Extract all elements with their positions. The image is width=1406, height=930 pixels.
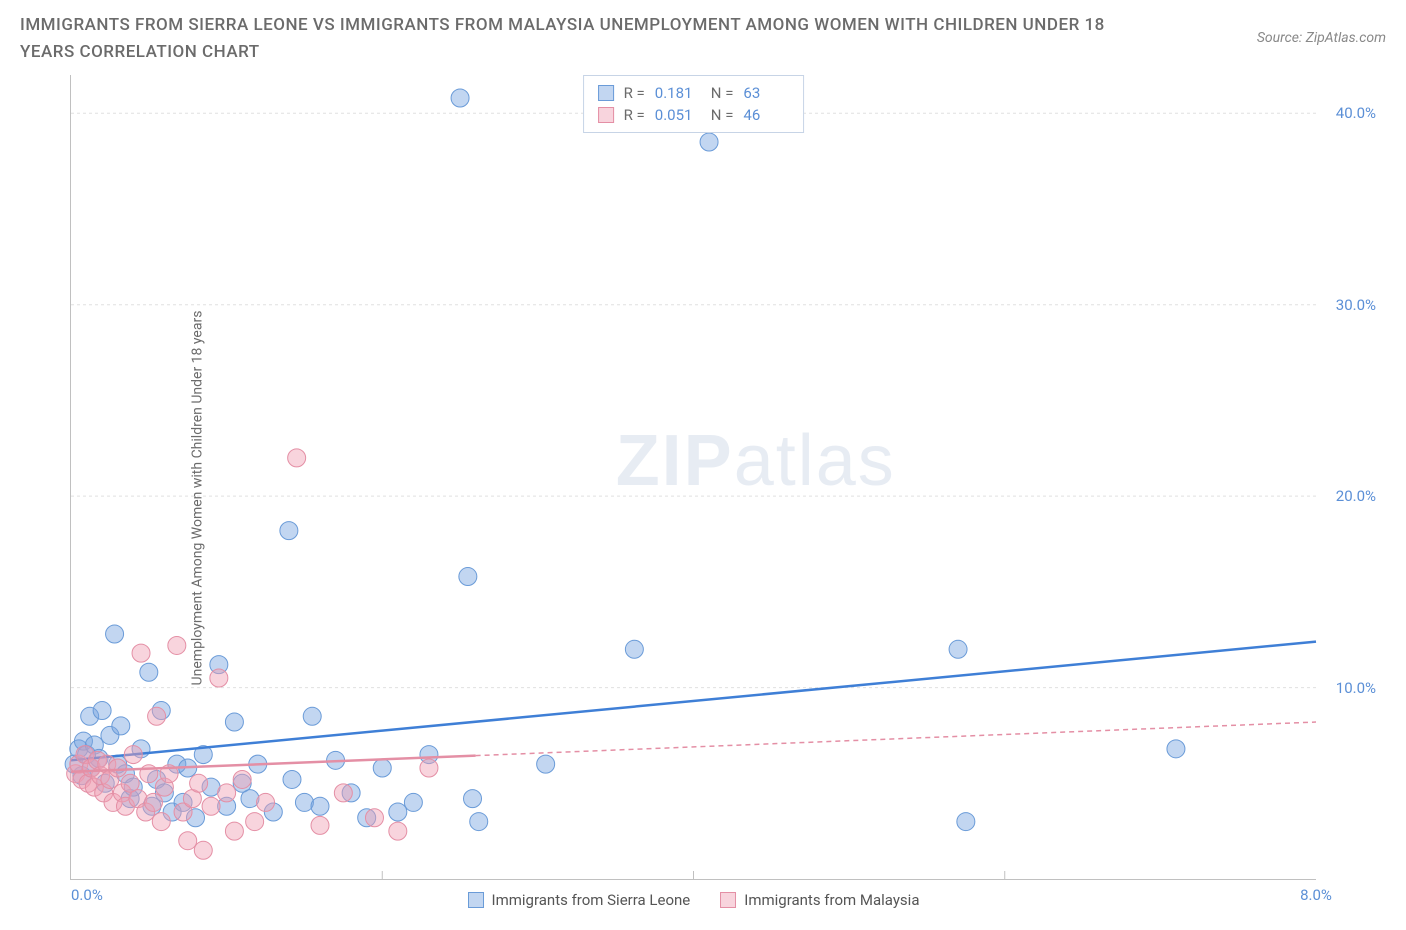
data-point[interactable]	[957, 813, 975, 831]
data-point[interactable]	[949, 640, 967, 658]
y-tick-label: 10.0%	[1336, 679, 1376, 697]
data-point[interactable]	[109, 759, 127, 777]
data-point[interactable]	[132, 644, 150, 662]
series-name-2: Immigrants from Malaysia	[744, 891, 919, 909]
series-legend: Immigrants from Sierra Leone Immigrants …	[468, 891, 920, 909]
data-point[interactable]	[112, 717, 130, 735]
series-legend-item-2: Immigrants from Malaysia	[720, 891, 919, 909]
data-point[interactable]	[190, 774, 208, 792]
data-point[interactable]	[202, 797, 220, 815]
series-name-1: Immigrants from Sierra Leone	[492, 891, 691, 909]
source-prefix: Source:	[1257, 30, 1306, 46]
data-point[interactable]	[365, 809, 383, 827]
data-point[interactable]	[218, 784, 236, 802]
data-point[interactable]	[303, 707, 321, 725]
plot-svg	[71, 75, 1316, 879]
data-point[interactable]	[451, 89, 469, 107]
trend-line-extrapolated	[476, 722, 1316, 756]
data-point[interactable]	[537, 755, 555, 773]
data-point[interactable]	[625, 640, 643, 658]
data-point[interactable]	[233, 770, 251, 788]
data-point[interactable]	[389, 822, 407, 840]
legend-swatch-series1	[598, 85, 614, 101]
data-point[interactable]	[225, 822, 243, 840]
data-point[interactable]	[246, 813, 264, 831]
plot-region[interactable]: R = 0.181 N = 63 R = 0.051 N = 46 ZIPatl…	[70, 75, 1316, 880]
n-label: N =	[711, 84, 734, 102]
data-point[interactable]	[334, 784, 352, 802]
data-point[interactable]	[194, 841, 212, 859]
data-point[interactable]	[288, 449, 306, 467]
data-point[interactable]	[459, 568, 477, 586]
data-point[interactable]	[311, 816, 329, 834]
data-point[interactable]	[168, 636, 186, 654]
chart-area: Unemployment Among Women with Children U…	[20, 75, 1386, 920]
data-point[interactable]	[257, 793, 275, 811]
n-value-series1: 63	[743, 84, 789, 102]
x-tick-label: 0.0%	[71, 886, 103, 904]
data-point[interactable]	[144, 793, 162, 811]
data-point[interactable]	[124, 746, 142, 764]
data-point[interactable]	[464, 790, 482, 808]
data-point[interactable]	[225, 713, 243, 731]
y-tick-label: 20.0%	[1336, 487, 1376, 505]
trend-line	[71, 642, 1316, 761]
series-legend-item-1: Immigrants from Sierra Leone	[468, 891, 691, 909]
data-point[interactable]	[295, 793, 313, 811]
n-label: N =	[711, 106, 734, 124]
chart-title: IMMIGRANTS FROM SIERRA LEONE VS IMMIGRAN…	[20, 12, 1120, 66]
data-point[interactable]	[404, 793, 422, 811]
source-name: ZipAtlas.com	[1306, 30, 1386, 46]
data-point[interactable]	[179, 832, 197, 850]
legend-row-series1: R = 0.181 N = 63	[598, 82, 790, 104]
data-point[interactable]	[152, 813, 170, 831]
data-point[interactable]	[148, 707, 166, 725]
data-point[interactable]	[241, 790, 259, 808]
y-tick-label: 30.0%	[1336, 296, 1376, 314]
data-point[interactable]	[280, 522, 298, 540]
source-attribution: Source: ZipAtlas.com	[1257, 12, 1386, 46]
r-value-series1: 0.181	[655, 84, 701, 102]
correlation-legend: R = 0.181 N = 63 R = 0.051 N = 46	[583, 75, 805, 133]
r-label: R =	[624, 84, 645, 102]
data-point[interactable]	[283, 770, 301, 788]
data-point[interactable]	[106, 625, 124, 643]
series-swatch-1	[468, 892, 484, 908]
series-swatch-2	[720, 892, 736, 908]
y-tick-label: 40.0%	[1336, 104, 1376, 122]
data-point[interactable]	[700, 133, 718, 151]
data-point[interactable]	[140, 663, 158, 681]
data-point[interactable]	[1167, 740, 1185, 758]
data-point[interactable]	[470, 813, 488, 831]
data-point[interactable]	[311, 797, 329, 815]
x-tick-label: 8.0%	[1300, 886, 1332, 904]
data-point[interactable]	[93, 702, 111, 720]
data-point[interactable]	[420, 759, 438, 777]
legend-row-series2: R = 0.051 N = 46	[598, 104, 790, 126]
r-value-series2: 0.051	[655, 106, 701, 124]
data-point[interactable]	[210, 669, 228, 687]
chart-header: IMMIGRANTS FROM SIERRA LEONE VS IMMIGRAN…	[0, 0, 1406, 74]
n-value-series2: 46	[743, 106, 789, 124]
legend-swatch-series2	[598, 107, 614, 123]
data-point[interactable]	[389, 803, 407, 821]
data-point[interactable]	[373, 759, 391, 777]
r-label: R =	[624, 106, 645, 124]
